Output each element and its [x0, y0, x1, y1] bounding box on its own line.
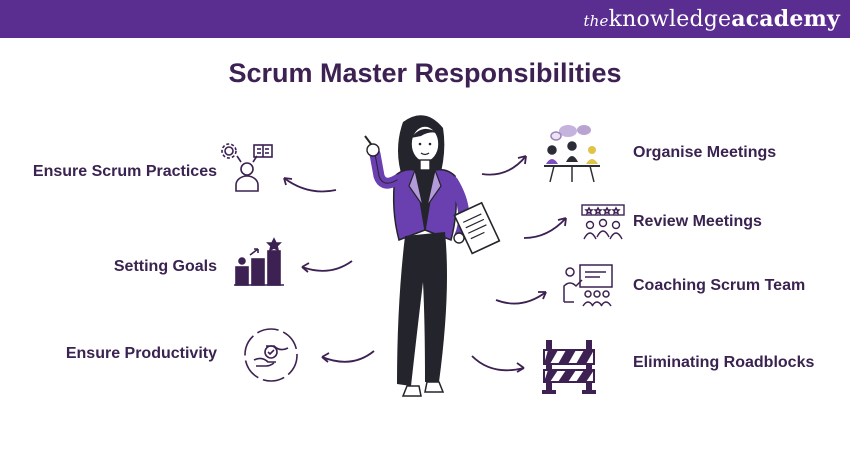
- scrum-practices-icon: [221, 143, 273, 192]
- arrow-to-scrum-practices: [283, 177, 337, 193]
- label-ensure-productivity: Ensure Productivity: [65, 345, 217, 362]
- arrow-to-review-meetings: [523, 217, 567, 239]
- label-ensure-scrum-practices: Ensure Scrum Practices: [32, 163, 217, 180]
- arrow-to-organise-meetings: [481, 155, 527, 176]
- brand-bar: theknowledgeacademy: [0, 0, 850, 38]
- productivity-icon: [244, 328, 298, 382]
- coaching-icon: [563, 264, 613, 307]
- review-icon: [581, 204, 625, 240]
- arrow-to-setting-goals: [301, 260, 353, 273]
- roadblock-icon: [542, 340, 596, 394]
- meeting-icon: [544, 125, 600, 183]
- label-setting-goals: Setting Goals: [113, 258, 217, 275]
- label-eliminating-roadblocks: Eliminating Roadblocks: [633, 354, 815, 371]
- arrow-to-ensure-productivity: [321, 350, 375, 363]
- brand-logo: theknowledgeacademy: [583, 6, 840, 32]
- arrow-to-coaching-scrum-team: [495, 291, 547, 305]
- page-title: Scrum Master Responsibilities: [228, 58, 622, 88]
- label-review-meetings: Review Meetings: [633, 213, 762, 230]
- label-organise-meetings: Organise Meetings: [633, 144, 777, 161]
- arrow-to-eliminating-roadblocks: [471, 355, 525, 373]
- label-coaching-scrum-team: Coaching Scrum Team: [633, 277, 806, 294]
- scrum-master-illustration: [364, 115, 501, 397]
- goals-icon: [234, 237, 284, 286]
